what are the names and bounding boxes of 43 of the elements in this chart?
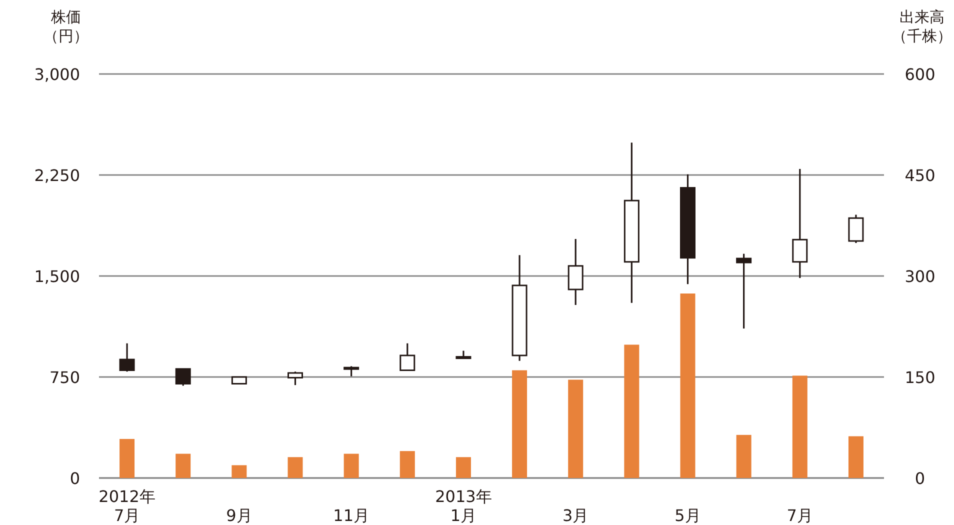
x-tick-label: 2012年 7月 [98, 487, 156, 525]
bar [848, 436, 864, 478]
candlestick [568, 238, 584, 306]
bar [232, 465, 247, 478]
y2-tick-label: 600 [904, 65, 936, 84]
candlestick [848, 214, 864, 244]
y2-tick-label: 0 [914, 469, 926, 488]
bar [344, 454, 359, 478]
candlestick [119, 342, 135, 372]
candlestick [175, 368, 191, 387]
candlestick [288, 370, 303, 386]
y2-tick-label: 300 [904, 267, 936, 286]
x-tick-label: 7月 [786, 506, 813, 525]
bar [736, 434, 752, 478]
y-tick-label: 0 [70, 469, 80, 488]
y-tick-label: 2,250 [34, 166, 80, 185]
bar [568, 380, 584, 478]
bar [456, 457, 471, 478]
y2-tick-label: 150 [904, 368, 936, 387]
y-tick-label: 1,500 [34, 267, 80, 286]
bar [288, 457, 303, 478]
y-axis-title: 株価（円） [42, 8, 90, 46]
candlestick [344, 365, 360, 378]
bar [792, 376, 808, 478]
candlestick [400, 342, 416, 372]
x-tick-label: 3月 [562, 506, 589, 525]
bar [400, 451, 415, 478]
y-tick-label: 750 [49, 368, 80, 387]
x-tick-label: 5月 [674, 506, 701, 525]
bar [120, 438, 135, 478]
bar [512, 370, 528, 478]
bar [680, 294, 696, 478]
bar [176, 454, 191, 478]
x-tick-label: 2013年 1月 [435, 487, 492, 525]
candlestick [456, 350, 472, 360]
x-tick-label: 11月 [333, 506, 370, 525]
candlestick [736, 252, 752, 330]
x-tick-label: 9月 [226, 506, 252, 525]
y-tick-label: 3,000 [34, 65, 80, 84]
y2-tick-label: 450 [904, 166, 936, 185]
bar [624, 344, 640, 478]
y2-axis-title: 出来高（千株） [891, 8, 953, 46]
candlestick [792, 168, 808, 279]
